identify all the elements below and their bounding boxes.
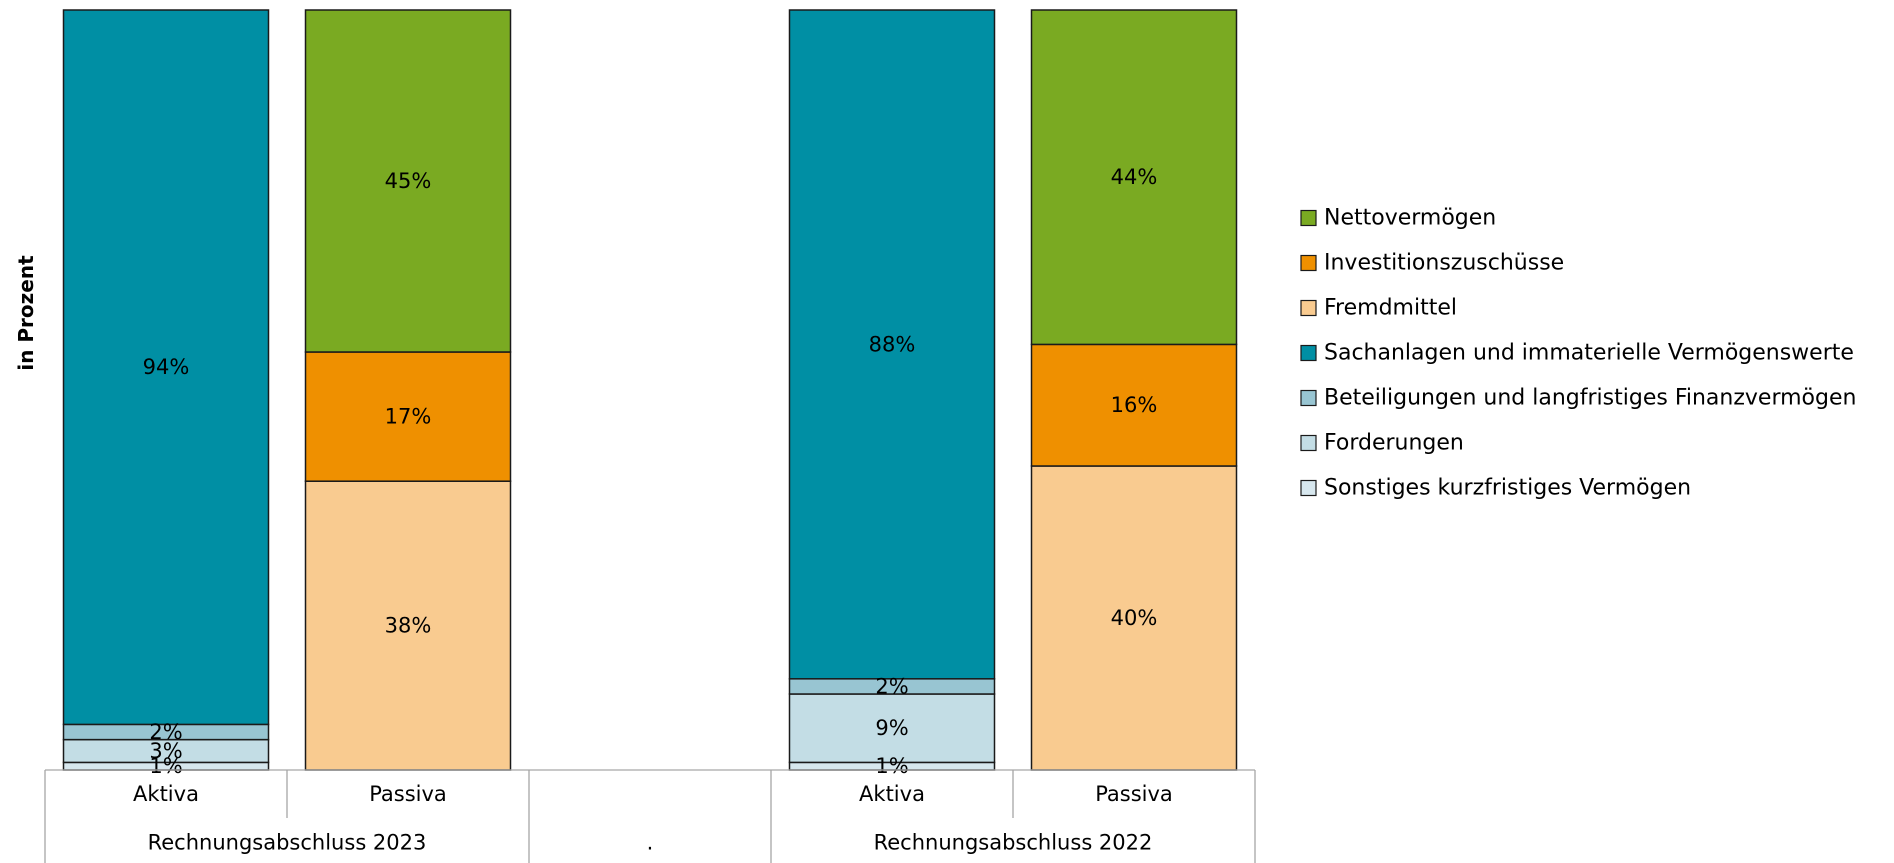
bar-segment-rechnungsabschluss-2023-passiva-nettovermoegen	[304, 9, 512, 353]
legend-swatch-fremdmittel	[1300, 299, 1317, 317]
group-label-rechnungsabschluss-2022: Rechnungsabschluss 2022	[874, 831, 1153, 855]
category-label-aktiva: Aktiva	[859, 782, 925, 806]
bars-layer	[62, 9, 1238, 771]
group-label-separator: .	[647, 831, 654, 855]
legend-label-investitionszuschuesse: Investitionszuschüsse	[1324, 251, 1564, 276]
legend-swatch-beteiligungen-und-langfristiges-finanzvermoegen	[1300, 389, 1317, 407]
data-label: 45%	[385, 169, 432, 193]
bar-segment-rechnungsabschluss-2022-passiva-fremdmittel	[1030, 465, 1238, 771]
data-label: 44%	[1111, 165, 1158, 189]
legend-swatch-sonstiges-kurzfristiges-vermoegen	[1300, 479, 1317, 497]
data-label: 1%	[149, 754, 182, 778]
data-label: 17%	[385, 405, 432, 429]
bar-segment-rechnungsabschluss-2022-passiva-nettovermoegen	[1030, 9, 1238, 346]
y-axis-label: in Prozent	[14, 255, 38, 371]
data-label: 38%	[385, 614, 432, 638]
category-label-aktiva: Aktiva	[133, 782, 199, 806]
group-label-rechnungsabschluss-2023: Rechnungsabschluss 2023	[148, 831, 427, 855]
bar-segment-rechnungsabschluss-2023-aktiva-sachanlagen-und-immaterielle-vermoegenswerte	[62, 9, 270, 726]
data-label: 94%	[143, 355, 190, 379]
category-label-passiva: Passiva	[1095, 782, 1173, 806]
legend-swatch-forderungen	[1300, 434, 1317, 452]
data-label: 9%	[875, 716, 908, 740]
legend: Nettovermögen Investitionszuschüsse Fremdm…	[1300, 206, 1856, 501]
bar-segment-rechnungsabschluss-2022-aktiva-sachanlagen-und-immaterielle-vermoegenswerte	[788, 9, 996, 680]
data-label: 88%	[869, 332, 916, 356]
data-labels-layer: 1%3%2%94%38%17%45%1%9%2%88%40%16%44%	[143, 165, 1158, 778]
data-label: 3%	[149, 739, 182, 763]
legend-label-sonstiges-kurzfristiges-vermoegen: Sonstiges kurzfristiges Vermögen	[1324, 476, 1691, 501]
data-label: 2%	[875, 674, 908, 698]
bar-segment-rechnungsabschluss-2022-passiva-investitionszuschuesse	[1030, 343, 1238, 467]
legend-label-beteiligungen-und-langfristiges-finanzvermoegen: Beteiligungen und langfristiges Finanzve…	[1324, 386, 1856, 411]
legend-label-nettovermoegen: Nettovermögen	[1324, 206, 1496, 231]
category-label-passiva: Passiva	[369, 782, 447, 806]
bar-segment-rechnungsabschluss-2023-passiva-investitionszuschuesse	[304, 351, 512, 482]
legend-label-forderungen: Forderungen	[1324, 431, 1464, 456]
category-axis: Aktiva Passiva Aktiva Passiva Rechnungsabsch…	[44, 769, 1256, 863]
legend-swatch-investitionszuschuesse	[1300, 254, 1317, 272]
bar-segment-rechnungsabschluss-2023-passiva-fremdmittel	[304, 480, 512, 771]
data-label: 2%	[149, 720, 182, 744]
legend-label-fremdmittel: Fremdmittel	[1324, 296, 1457, 321]
data-label: 40%	[1111, 606, 1158, 630]
data-label: 16%	[1111, 393, 1158, 417]
legend-swatch-sachanlagen-und-immaterielle-vermoegenswerte	[1300, 344, 1317, 362]
legend-label-sachanlagen-und-immaterielle-vermoegenswerte: Sachanlagen und immaterielle Vermögenswe…	[1324, 341, 1854, 366]
legend-swatch-nettovermoegen	[1300, 209, 1317, 227]
data-label: 1%	[875, 754, 908, 778]
